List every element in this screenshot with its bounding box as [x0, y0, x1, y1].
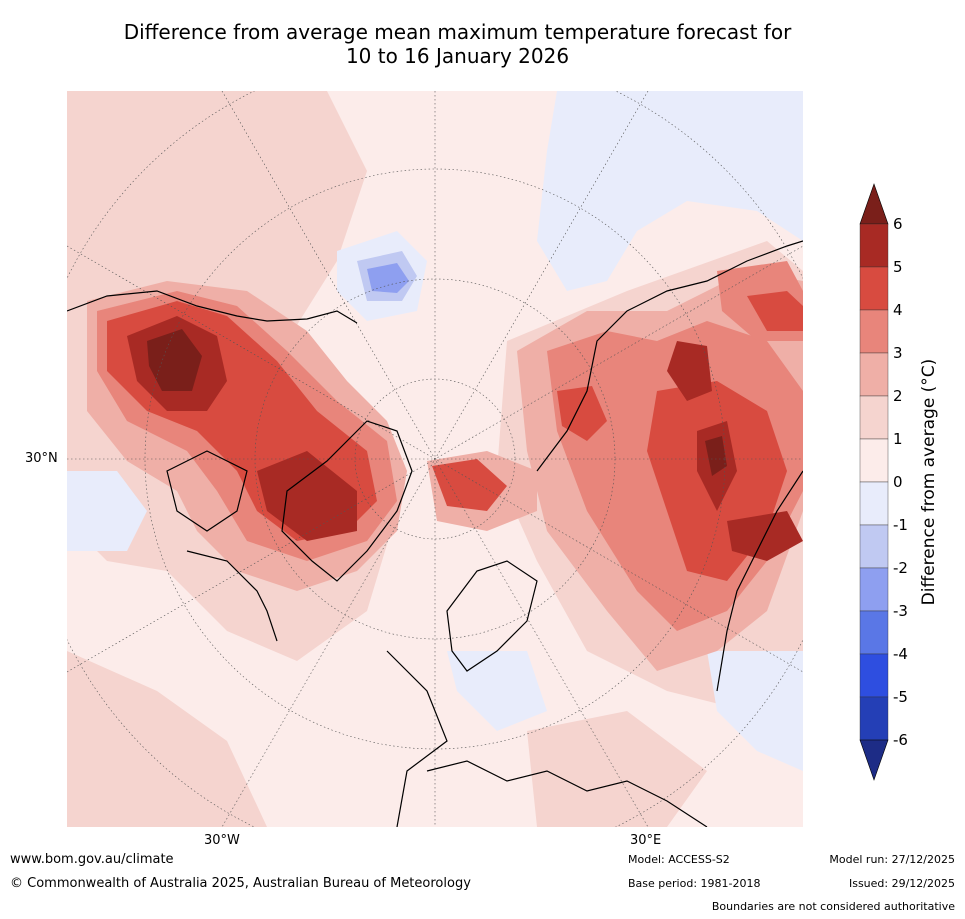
colorbar-segments — [859, 183, 889, 781]
colorbar-title: Difference from average (°C) — [919, 358, 939, 606]
chart-title: Difference from average mean maximum tem… — [60, 20, 855, 68]
colorbar-tick-label: -3 — [893, 602, 908, 620]
colorbar-tick-label: 3 — [893, 344, 903, 362]
colorbar-segment — [859, 481, 889, 526]
colorbar-segment — [859, 524, 889, 569]
colorbar-extend-lower — [859, 739, 889, 781]
anomaly-gt6-north-america — [147, 329, 202, 391]
colorbar-segment — [859, 223, 889, 268]
colorbar-tick-label: -4 — [893, 645, 908, 663]
colorbar-tick-label: -5 — [893, 688, 908, 706]
latitude-label: 30°N — [25, 451, 58, 466]
anomaly-1-2-south-atlantic — [67, 651, 267, 827]
colorbar-tick-label: 5 — [893, 258, 903, 276]
colorbar-segment — [859, 352, 889, 397]
longitude-label-east: 30°E — [630, 833, 662, 848]
anomaly-cool-m2-m3 — [367, 263, 409, 293]
colorbar-segment — [859, 653, 889, 698]
colorbar-tick-label: 4 — [893, 301, 903, 319]
graticule — [67, 91, 803, 827]
coastline-scandinavia — [446, 560, 538, 672]
anomaly-cool-europe — [447, 651, 547, 731]
footer-model: Model: ACCESS-S2 — [628, 853, 730, 866]
coastline-asia-arctic — [536, 240, 803, 472]
colorbar-tick-label: -2 — [893, 559, 908, 577]
longitude-label-west: 30°W — [204, 833, 240, 848]
anomaly-cool-arctic-pacific — [537, 91, 803, 291]
colorbar-segment — [859, 438, 889, 483]
coastline-hudson — [166, 450, 248, 532]
anomaly-4-5-far-east — [747, 291, 803, 331]
anomaly-gt6-siberia — [705, 436, 727, 476]
colorbar-tick-label: 6 — [893, 215, 903, 233]
anomaly-5-6-siberia-a — [667, 341, 712, 401]
graticule-circle — [144, 168, 726, 750]
colorbar-segment — [859, 696, 889, 741]
colorbar-tick-label: 2 — [893, 387, 903, 405]
coastlines — [67, 240, 803, 827]
footer-base-period: Base period: 1981-2018 — [628, 877, 761, 890]
colorbar — [859, 183, 889, 781]
coastline-greenland — [281, 420, 413, 582]
colorbar-tick-label: -1 — [893, 516, 908, 534]
colorbar-segment — [859, 567, 889, 612]
coastline-asia-east — [716, 470, 803, 692]
coastline-mediterranean — [426, 760, 708, 827]
colorbar-tick-label: 1 — [893, 430, 903, 448]
colorbar-segment — [859, 309, 889, 354]
footer-website[interactable]: www.bom.gov.au/climate — [10, 852, 174, 867]
anomaly-cool-north-america-w — [67, 471, 147, 551]
title-line-2: 10 to 16 January 2026 — [345, 44, 570, 68]
forecast-map — [67, 91, 803, 827]
anomaly-5-6-greenland — [257, 451, 357, 541]
coastline-north-america-arctic — [67, 290, 358, 324]
colorbar-tick-label: -6 — [893, 731, 908, 749]
colorbar-segment — [859, 395, 889, 440]
footer-model-run: Model run: 27/12/2025 — [829, 853, 955, 866]
colorbar-segment — [859, 266, 889, 311]
footer-issued: Issued: 29/12/2025 — [848, 877, 955, 890]
footer-disclaimer: Boundaries are not considered authoritat… — [711, 900, 955, 913]
coastline-europe — [386, 650, 448, 827]
title-line-1: Difference from average mean maximum tem… — [123, 20, 792, 44]
anomaly-cool-east — [707, 651, 803, 771]
anomaly-4-5-arctic — [432, 459, 507, 511]
map-canvas — [67, 91, 803, 827]
colorbar-segment — [859, 610, 889, 655]
colorbar-extend-upper — [859, 183, 889, 225]
colorbar-tick-label: 0 — [893, 473, 903, 491]
footer-copyright: © Commonwealth of Australia 2025, Austra… — [10, 876, 471, 891]
coastline-north-america-east — [186, 550, 278, 642]
graticule-meridian — [67, 245, 803, 673]
